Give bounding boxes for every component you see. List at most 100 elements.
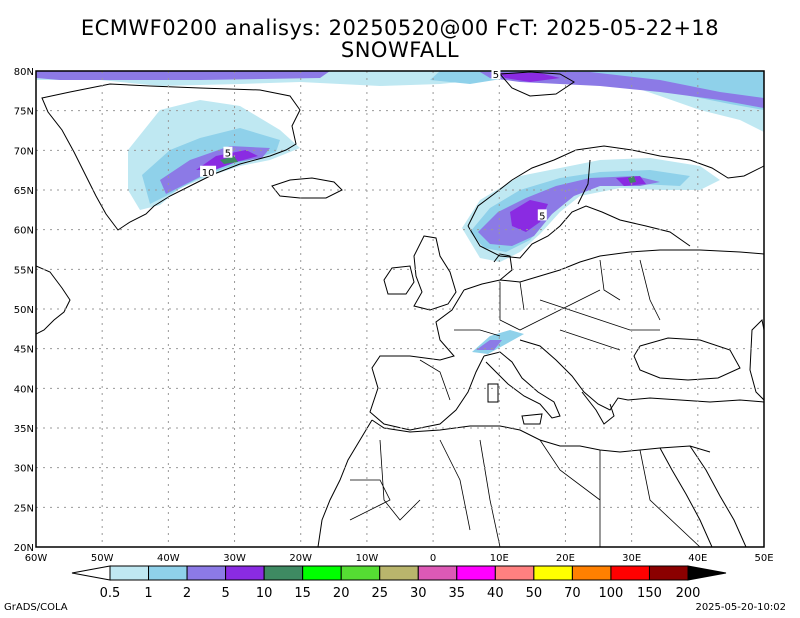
colorbar-label: 200 bbox=[676, 586, 701, 601]
colorbar-label: 30 bbox=[410, 586, 427, 601]
colorbar-swatch bbox=[456, 565, 496, 581]
lat-label: 70N bbox=[14, 146, 34, 157]
contour-label-bg bbox=[537, 209, 547, 221]
colorbar-swatch bbox=[417, 565, 458, 581]
colorbar-swatch bbox=[610, 565, 650, 581]
finland-sweden-border bbox=[577, 159, 591, 205]
colorbar-label: 100 bbox=[599, 586, 624, 601]
italy-coast bbox=[483, 351, 561, 419]
lat-label: 35N bbox=[14, 424, 34, 435]
snowfall-shading bbox=[36, 71, 764, 354]
colorbar-label: 25 bbox=[371, 586, 388, 601]
lon-label: 50W bbox=[91, 553, 114, 564]
latitude-labels: 20N 25N 30N 35N 40N 45N 50N 55N 60N 65N 70N 75N 80N bbox=[14, 67, 34, 554]
colorbar-label: 20 bbox=[333, 586, 350, 601]
snowfall-area-scandinavia-core bbox=[510, 200, 548, 232]
colorbar-label: 50 bbox=[526, 586, 543, 601]
lon-label: 50E bbox=[754, 553, 773, 564]
contour-label-bg bbox=[491, 68, 501, 80]
west-africa-coast bbox=[317, 419, 373, 547]
lat-label: 45N bbox=[14, 345, 34, 356]
lat-label: 30N bbox=[14, 464, 34, 475]
colorbar-label: 10 bbox=[256, 586, 273, 601]
lon-label: 20E bbox=[556, 553, 575, 564]
great-britain-coast bbox=[413, 235, 457, 311]
colorbar-swatch bbox=[148, 565, 188, 581]
colorbar-swatch bbox=[533, 565, 573, 581]
colorbar-label: 5 bbox=[221, 586, 229, 601]
contour-label: 5 bbox=[539, 211, 545, 222]
colorbar-label: 35 bbox=[449, 586, 466, 601]
lat-label: 50N bbox=[14, 305, 34, 316]
europe-west-coast bbox=[463, 249, 764, 291]
snowfall-area-svalbard-core bbox=[500, 73, 560, 82]
timestamp-text: 2025-05-20-10:02 bbox=[695, 602, 786, 613]
labrador-coast bbox=[36, 265, 71, 335]
colorbar-swatch bbox=[109, 565, 150, 581]
lat-label: 25N bbox=[14, 503, 34, 514]
greece-coast bbox=[581, 391, 615, 425]
sicily-coast bbox=[521, 413, 543, 425]
colorbar-swatch bbox=[340, 565, 381, 581]
colorbar-swatch bbox=[494, 565, 535, 581]
snowfall-area-svalbard-purple bbox=[480, 72, 764, 108]
colorbar-label: 70 bbox=[564, 586, 581, 601]
lat-label: 60N bbox=[14, 226, 34, 237]
colorbar-swatch bbox=[648, 565, 689, 581]
grid-lines bbox=[36, 71, 764, 547]
contour-label: 5 bbox=[225, 149, 231, 160]
colorbar-swatch bbox=[263, 565, 304, 581]
lat-label: 55N bbox=[14, 265, 34, 276]
contour-label: 10 bbox=[202, 168, 215, 179]
colorbar-swatch bbox=[379, 565, 419, 581]
arabia-coast bbox=[689, 445, 747, 547]
france-iberia-coast bbox=[369, 289, 485, 431]
lon-label: 40W bbox=[157, 553, 180, 564]
north-africa-coast bbox=[371, 419, 711, 453]
colorbar-label: 15 bbox=[294, 586, 311, 601]
colorbar-label: 40 bbox=[487, 586, 504, 601]
lat-label: 75N bbox=[14, 107, 34, 118]
lat-label: 80N bbox=[14, 67, 34, 78]
scandinavia-south-coast bbox=[467, 205, 691, 259]
colorbar-swatch bbox=[571, 565, 612, 581]
map-frame bbox=[35, 70, 765, 548]
snowfall-area-alps-purple bbox=[476, 340, 502, 350]
black-sea-coast bbox=[633, 337, 741, 381]
denmark-coast bbox=[493, 253, 513, 281]
lon-label: 10W bbox=[356, 553, 379, 564]
colorbar: 0.5 1 2 5 10 15 20 25 30 35 40 50 70 100 150 200 bbox=[71, 565, 727, 601]
country-borders bbox=[349, 259, 701, 547]
colorbar-label: 2 bbox=[183, 586, 191, 601]
snowfall-area-arctic-east bbox=[430, 71, 764, 110]
map-subtitle: SNOWFALL bbox=[340, 38, 460, 62]
sardinia-coast bbox=[487, 383, 499, 403]
lon-label: 60W bbox=[25, 553, 48, 564]
lon-label: 20W bbox=[289, 553, 312, 564]
lat-label: 65N bbox=[14, 186, 34, 197]
colorbar-swatch bbox=[225, 565, 265, 581]
red-sea-coast bbox=[659, 447, 713, 547]
scandinavia-coast bbox=[467, 145, 764, 227]
colorbar-over-arrow bbox=[687, 565, 727, 581]
iceland-coast bbox=[271, 177, 343, 199]
lon-label: 0 bbox=[430, 553, 436, 564]
colorbar-swatch bbox=[302, 565, 342, 581]
ireland-coast bbox=[383, 265, 415, 295]
colorbar-label: 1 bbox=[144, 586, 152, 601]
snowfall-area-kola-peak bbox=[628, 176, 636, 183]
colorbar-under-arrow bbox=[71, 565, 111, 581]
snowfall-area-arctic-west bbox=[36, 71, 330, 80]
colorbar-swatch bbox=[186, 565, 227, 581]
longitude-labels: 60W 50W 40W 30W 20W 10W 0 10E 20E 30E 40E 50E bbox=[25, 553, 774, 564]
lon-label: 10E bbox=[490, 553, 509, 564]
svalbard-coast bbox=[498, 71, 575, 97]
contour-label-bg bbox=[223, 146, 233, 158]
colorbar-label: 0.5 bbox=[100, 586, 121, 601]
balkans-coast bbox=[519, 339, 764, 411]
colorbar-label: 150 bbox=[637, 586, 662, 601]
contour-label: 5 bbox=[493, 70, 499, 81]
credit-text: GrADS/COLA bbox=[4, 602, 68, 613]
lon-label: 40E bbox=[688, 553, 707, 564]
lat-label: 40N bbox=[14, 384, 34, 395]
